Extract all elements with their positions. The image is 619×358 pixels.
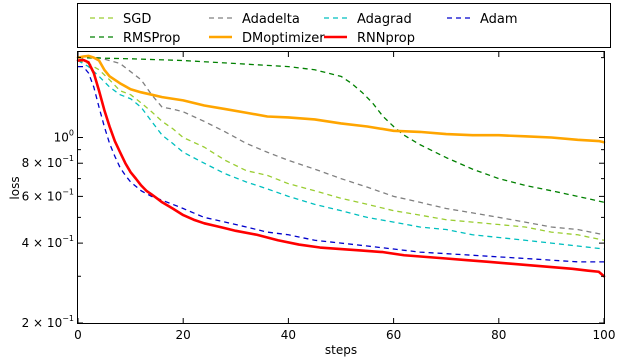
legend-label: RMSProp bbox=[123, 31, 180, 46]
legend-box bbox=[77, 3, 611, 48]
y-tick-base: 10 bbox=[54, 131, 69, 145]
y-tick-base: 6 × 10 bbox=[22, 189, 63, 203]
series-line-adam bbox=[78, 65, 604, 263]
x-tick-label: 0 bbox=[74, 328, 82, 342]
legend-label: SGD bbox=[123, 12, 151, 27]
series-line-sgd bbox=[77, 59, 605, 241]
x-tick-label: 60 bbox=[386, 328, 401, 342]
series-line-dmoptimizer bbox=[76, 54, 606, 144]
legend-entry-sgd: SGD bbox=[90, 12, 151, 27]
y-tick-exponent: 0 bbox=[69, 129, 74, 138]
y-tick-exponent: −1 bbox=[62, 154, 74, 163]
legend-entry-rnnprop: RNNprop bbox=[324, 31, 415, 46]
y-tick-exponent: −1 bbox=[62, 234, 74, 243]
legend-entry-rmsprop: RMSProp bbox=[90, 31, 180, 46]
y-tick-label: 8 × 10−1 bbox=[22, 154, 74, 170]
y-tick-exponent: −1 bbox=[62, 314, 74, 323]
series-line-rnnprop bbox=[76, 58, 606, 278]
x-tick-label: 100 bbox=[593, 328, 616, 342]
y-tick-exponent: −1 bbox=[62, 187, 74, 196]
legend-label: RNNprop bbox=[357, 31, 415, 46]
y-tick-base: 4 × 10 bbox=[22, 236, 63, 250]
y-tick-label: 6 × 10−1 bbox=[22, 187, 74, 203]
legend-label: Adadelta bbox=[242, 12, 300, 27]
y-axis-label: loss bbox=[8, 176, 22, 199]
y-tick-label: 4 × 10−1 bbox=[22, 234, 74, 250]
legend-entry-adam: Adam bbox=[447, 12, 518, 27]
series-line-rmsprop bbox=[77, 56, 605, 203]
series-line-adadelta bbox=[78, 56, 605, 236]
x-tick-label: 80 bbox=[491, 328, 506, 342]
legend-entry-dmoptimizer: DMoptimizer bbox=[209, 31, 325, 46]
y-tick-label: 2 × 10−1 bbox=[22, 314, 74, 330]
legend: SGD Adadelta Adagrad Adam RMSProp DMoptimizer… bbox=[77, 3, 611, 48]
series-line-adagrad bbox=[77, 59, 605, 250]
y-tick-label: 100 bbox=[54, 129, 74, 145]
plot-frame bbox=[77, 51, 605, 324]
series-lines bbox=[76, 54, 606, 278]
x-tick-label: 40 bbox=[281, 328, 296, 342]
y-tick-base: 8 × 10 bbox=[22, 156, 63, 170]
y-tick-base: 2 × 10 bbox=[22, 316, 63, 330]
legend-label: Adagrad bbox=[357, 12, 412, 27]
legend-label: DMoptimizer bbox=[242, 31, 325, 46]
x-tick-label: 20 bbox=[176, 328, 191, 342]
legend-label: Adam bbox=[480, 12, 518, 27]
legend-entry-adagrad: Adagrad bbox=[324, 12, 412, 27]
legend-entry-adadelta: Adadelta bbox=[209, 12, 300, 27]
x-axis-label: steps bbox=[325, 343, 357, 357]
